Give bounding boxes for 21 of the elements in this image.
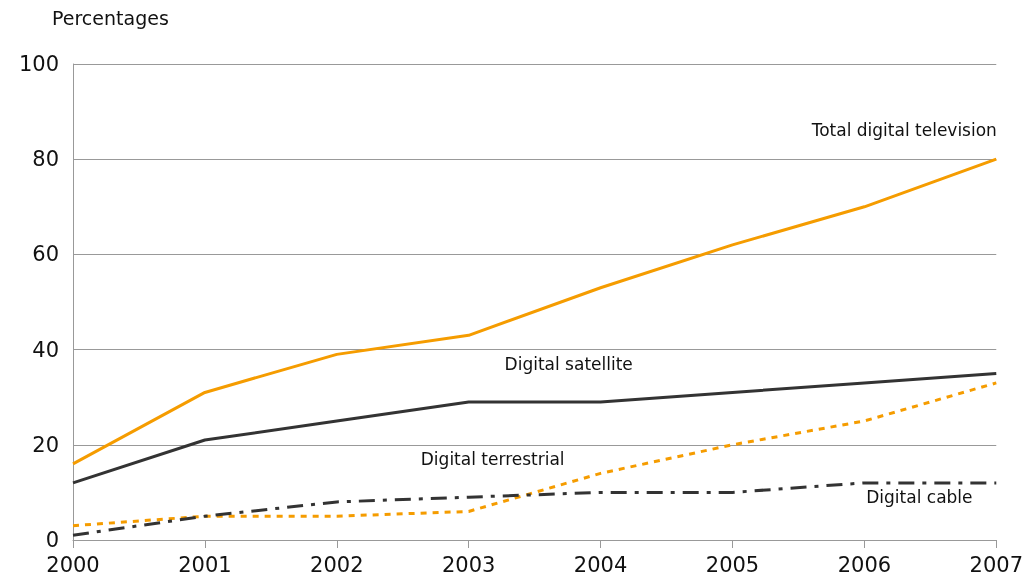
x-tick-label: 2006: [837, 552, 892, 577]
x-tick-label: 2005: [705, 552, 760, 577]
x-tick-label: 2001: [178, 552, 232, 577]
x-tick-label: 2007: [969, 552, 1023, 577]
y-tick-label: 100: [18, 52, 59, 76]
y-axis-title: Percentages: [52, 6, 169, 29]
x-tick-label: 2003: [441, 552, 496, 577]
x-tick-label: 2004: [573, 552, 628, 577]
y-tick-label: 40: [32, 337, 59, 362]
series-label: Total digital television: [810, 120, 997, 141]
x-tick-label: 2000: [46, 552, 100, 577]
line-series: [71, 481, 998, 537]
y-tick-label: 60: [32, 242, 59, 267]
x-tick-label: 2002: [310, 552, 364, 577]
y-tick-label: 0: [45, 528, 59, 552]
series-label: Digital cable: [866, 486, 973, 507]
y-tick-label: 80: [32, 147, 59, 172]
series-label: Digital terrestrial: [420, 449, 565, 470]
series-label: Digital satellite: [504, 353, 633, 374]
line-series: [71, 381, 998, 528]
y-tick-label: 20: [32, 432, 59, 457]
